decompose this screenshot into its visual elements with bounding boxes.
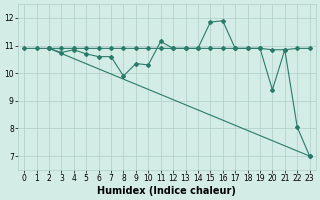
- X-axis label: Humidex (Indice chaleur): Humidex (Indice chaleur): [98, 186, 236, 196]
